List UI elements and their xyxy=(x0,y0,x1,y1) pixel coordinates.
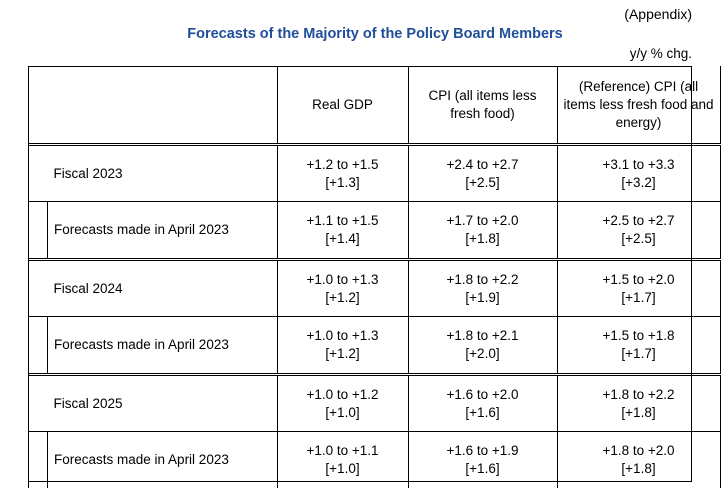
cell-real-gdp: +1.0 to +1.2 [+1.0] xyxy=(277,373,409,432)
cell-cpi-core: +1.6 to +1.9 [+1.6] xyxy=(408,431,558,488)
header-cpi-core: CPI (all items less fresh food) xyxy=(408,66,558,145)
row-label: Forecasts made in April 2023 xyxy=(28,201,278,260)
cell-cpi-core-core: +2.5 to +2.7 [+2.5] xyxy=(557,201,721,260)
header-cpi-core-core: (Reference) CPI (all items less fresh fo… xyxy=(557,66,721,145)
forecast-table: Real GDP CPI (all items less fresh food)… xyxy=(28,66,721,488)
cell-cpi-core: +1.8 to +2.1 [+2.0] xyxy=(408,316,558,375)
row-label: Fiscal 2024 xyxy=(28,258,278,317)
cell-real-gdp: +1.1 to +1.5 [+1.4] xyxy=(277,201,409,260)
cell-cpi-core: +1.8 to +2.2 [+1.9] xyxy=(408,258,558,317)
cell-real-gdp: +1.0 to +1.1 [+1.0] xyxy=(277,431,409,488)
table-row: Forecasts made in April 2023 +1.0 to +1.… xyxy=(28,431,721,488)
table-row: Forecasts made in April 2023 +1.1 to +1.… xyxy=(28,201,721,260)
appendix-label: (Appendix) xyxy=(624,6,692,22)
row-label: Forecasts made in April 2023 xyxy=(28,431,278,488)
unit-label: y/y % chg. xyxy=(629,46,692,61)
cell-cpi-core-core: +1.8 to +2.2 [+1.8] xyxy=(557,373,721,432)
header-real-gdp: Real GDP xyxy=(277,66,409,145)
table-row: Fiscal 2023 +1.2 to +1.5 [+1.3] +2.4 to +… xyxy=(28,143,721,202)
table-row: Fiscal 2024 +1.0 to +1.3 [+1.2] +1.8 to +… xyxy=(28,258,721,317)
cell-cpi-core-core: +1.8 to +2.0 [+1.8] xyxy=(557,431,721,488)
cell-cpi-core-core: +1.5 to +2.0 [+1.7] xyxy=(557,258,721,317)
cell-cpi-core: +1.6 to +2.0 [+1.6] xyxy=(408,373,558,432)
table-row: Fiscal 2025 +1.0 to +1.2 [+1.0] +1.6 to +… xyxy=(28,373,721,432)
cell-cpi-core-core: +3.1 to +3.3 [+3.2] xyxy=(557,143,721,202)
cell-cpi-core: +2.4 to +2.7 [+2.5] xyxy=(408,143,558,202)
row-label: Fiscal 2025 xyxy=(28,373,278,432)
cell-cpi-core-core: +1.5 to +1.8 [+1.7] xyxy=(557,316,721,375)
cell-real-gdp: +1.0 to +1.3 [+1.2] xyxy=(277,316,409,375)
row-label: Fiscal 2023 xyxy=(28,143,278,202)
table-row: Forecasts made in April 2023 +1.0 to +1.… xyxy=(28,316,721,375)
cell-real-gdp: +1.0 to +1.3 [+1.2] xyxy=(277,258,409,317)
row-label: Forecasts made in April 2023 xyxy=(28,316,278,375)
header-blank-cell xyxy=(28,66,278,145)
cell-real-gdp: +1.2 to +1.5 [+1.3] xyxy=(277,143,409,202)
page-title: Forecasts of the Majority of the Policy … xyxy=(187,26,563,42)
cell-cpi-core: +1.7 to +2.0 [+1.8] xyxy=(408,201,558,260)
table-header-row: Real GDP CPI (all items less fresh food)… xyxy=(28,66,721,145)
